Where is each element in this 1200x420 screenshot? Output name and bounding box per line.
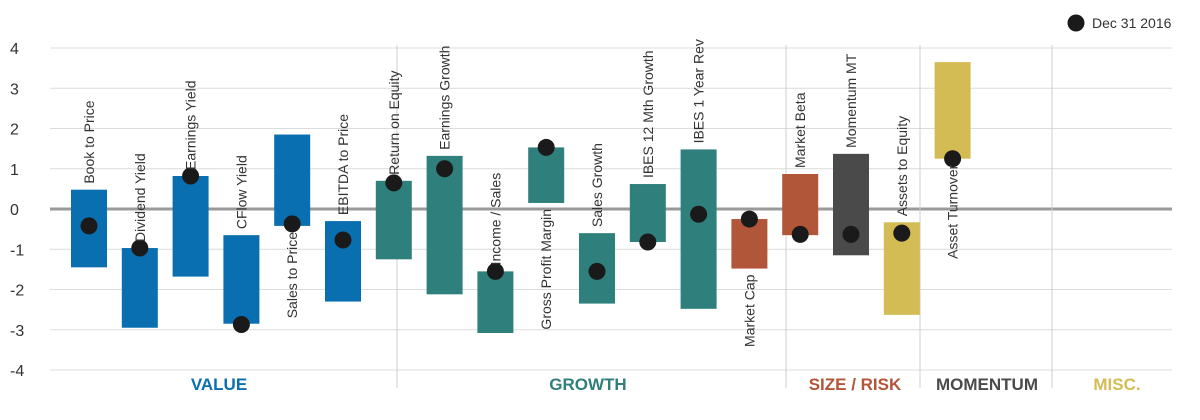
y-tick-label: -3: [10, 323, 24, 340]
value-dot: [842, 225, 860, 243]
y-tick-label: 1: [10, 162, 19, 179]
range-bar: [782, 173, 819, 236]
value-dot: [385, 174, 403, 192]
y-tick-label: 4: [10, 41, 19, 58]
bar-label: Gross Profit Margin: [538, 209, 554, 330]
value-dot: [486, 262, 504, 280]
range-bar: [680, 149, 717, 309]
bar-label: Market Cap: [741, 274, 757, 347]
bar-label: IBES 12 Mth Growth: [640, 50, 656, 178]
bars-layer: [71, 62, 971, 333]
bar-label: Dividend Yield: [132, 153, 148, 242]
bar-label: EBITDA to Price: [335, 114, 351, 215]
bar-label: Return on Equity: [386, 71, 402, 175]
value-dot: [537, 138, 555, 156]
bar-label: Book to Price: [81, 100, 97, 183]
value-dot: [182, 167, 200, 185]
chart-grid: [50, 45, 1172, 388]
y-axis: 4 3 2 1 0 -1 -2 -3 -4: [10, 41, 24, 380]
bar-label: Sales Growth: [589, 143, 605, 227]
group-labels-layer: VALUE GROWTH SIZE / RISK MOMENTUM MISC.: [191, 375, 1141, 394]
value-dot: [690, 205, 708, 223]
y-tick-label: -1: [10, 242, 24, 259]
y-tick-label: -2: [10, 283, 24, 300]
value-dot: [436, 160, 454, 178]
legend-dot-icon: [1067, 14, 1085, 32]
y-tick-label: 0: [10, 202, 19, 219]
range-bar: [274, 134, 311, 226]
value-dot: [893, 224, 911, 242]
value-dot: [283, 215, 301, 233]
bar-label: Earnings Yield: [183, 80, 199, 170]
bar-label: Assets to Equity: [894, 116, 910, 216]
bar-label: Asset Turnover: [945, 164, 961, 258]
bar-label: Momentum MT: [843, 53, 859, 148]
y-tick-label: 2: [10, 122, 19, 139]
value-dot: [944, 150, 962, 168]
legend-label: Dec 31 2016: [1092, 15, 1172, 31]
bar-label: Earnings Growth: [437, 46, 453, 150]
bar-label: IBES 1 Year Rev: [691, 39, 707, 143]
value-dot: [588, 262, 606, 280]
range-bar: [934, 62, 971, 159]
range-bar: [375, 180, 412, 260]
range-bar: [477, 271, 514, 333]
range-bar: [172, 175, 209, 277]
y-tick-label: 3: [10, 81, 19, 98]
bar-label: Market Beta: [792, 92, 808, 168]
range-bar: [426, 155, 463, 295]
bar-label: Income / Sales: [487, 173, 503, 266]
value-dot: [334, 231, 352, 249]
bar-label: CFlow Yield: [233, 155, 249, 229]
group-label: VALUE: [191, 375, 247, 394]
value-dot: [131, 239, 149, 257]
bar-label: Sales to Price: [284, 232, 300, 319]
group-label: MISC.: [1093, 375, 1140, 394]
range-bar: [223, 235, 260, 324]
group-label: MOMENTUM: [936, 375, 1038, 394]
value-dot: [80, 217, 98, 235]
points-layer: [80, 138, 962, 334]
value-dot: [232, 316, 250, 334]
legend: Dec 31 2016: [1067, 14, 1172, 32]
range-bar: [528, 147, 565, 203]
value-dot: [639, 233, 657, 251]
group-label: SIZE / RISK: [809, 375, 902, 394]
value-dot: [791, 225, 809, 243]
range-bar: [121, 248, 158, 328]
value-dot: [740, 210, 758, 228]
bar-labels-layer: Book to Price Dividend Yield Earnings Yiel…: [81, 39, 961, 347]
group-label: GROWTH: [549, 375, 626, 394]
range-bar: [629, 184, 666, 243]
y-tick-label: -4: [10, 363, 24, 380]
